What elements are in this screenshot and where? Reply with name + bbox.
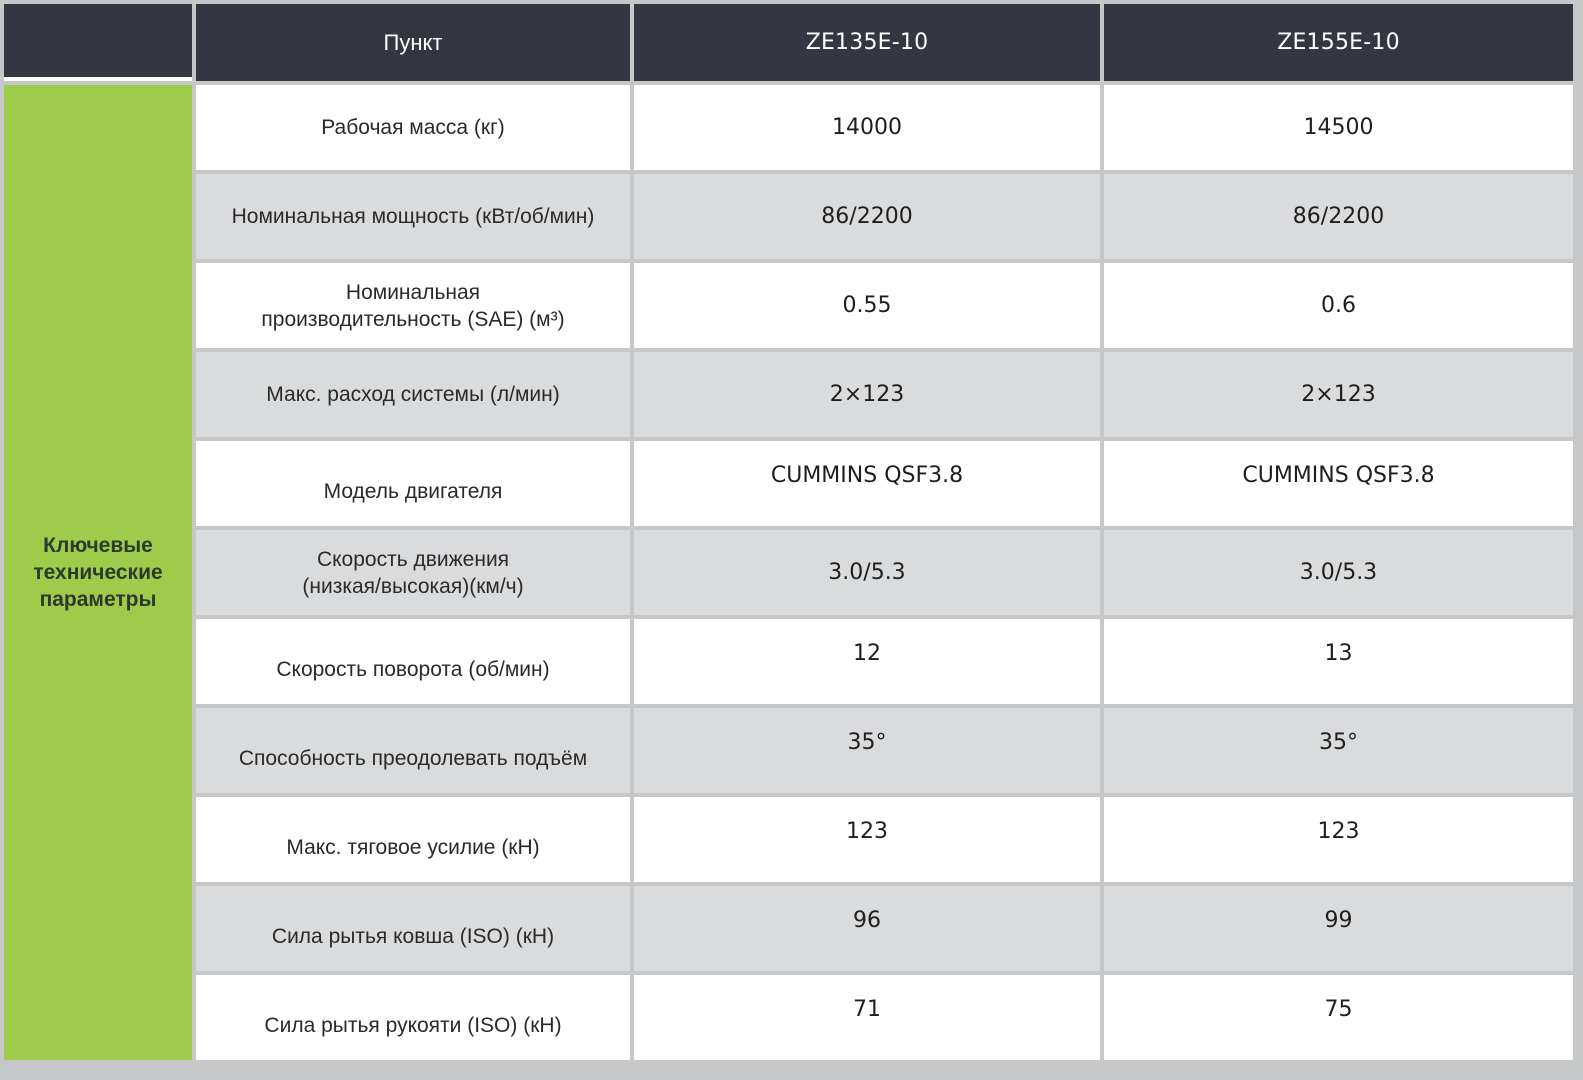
row-value-model-2: 123 xyxy=(1104,797,1573,882)
header-model-1: ZE135E-10 xyxy=(634,4,1100,81)
row-value-model-1: 12 xyxy=(634,619,1100,704)
row-param-label: Номинальная производительность (SAE) (м³… xyxy=(196,263,630,348)
row-value-model-2: 3.0/5.3 xyxy=(1104,530,1573,615)
row-param-label: Сила рытья ковша (ISO) (кН) xyxy=(196,886,630,971)
header-model-2: ZE155E-10 xyxy=(1104,4,1573,81)
table-row: Сила рытья ковша (ISO) (кН) 96 99 xyxy=(4,886,1573,971)
table-row: Модель двигателя CUMMINS QSF3.8 CUMMINS … xyxy=(4,441,1573,526)
row-value-model-1: 86/2200 xyxy=(634,174,1100,259)
table-row: Номинальная мощность (кВт/об/мин) 86/220… xyxy=(4,174,1573,259)
table-row: Макс. тяговое усилие (кН) 123 123 xyxy=(4,797,1573,882)
row-value-model-2: 2×123 xyxy=(1104,352,1573,437)
row-value-model-1: 3.0/5.3 xyxy=(634,530,1100,615)
row-value-model-1: CUMMINS QSF3.8 xyxy=(634,441,1100,526)
row-param-label: Модель двигателя xyxy=(196,441,630,526)
row-value-model-2: 14500 xyxy=(1104,85,1573,170)
parameter-group-label: Ключевые технические параметры xyxy=(4,85,192,1060)
row-value-model-1: 35° xyxy=(634,708,1100,793)
row-param-label: Сила рытья рукояти (ISO) (кН) xyxy=(196,975,630,1060)
table-row: Номинальная производительность (SAE) (м³… xyxy=(4,263,1573,348)
row-value-model-1: 14000 xyxy=(634,85,1100,170)
row-param-label: Рабочая масса (кг) xyxy=(196,85,630,170)
row-param-label: Номинальная мощность (кВт/об/мин) xyxy=(196,174,630,259)
row-value-model-1: 0.55 xyxy=(634,263,1100,348)
row-value-model-2: 35° xyxy=(1104,708,1573,793)
table-row: Сила рытья рукояти (ISO) (кН) 71 75 xyxy=(4,975,1573,1060)
header-item-label: Пункт xyxy=(196,4,630,81)
row-value-model-2: CUMMINS QSF3.8 xyxy=(1104,441,1573,526)
row-value-model-1: 123 xyxy=(634,797,1100,882)
table-row: Скорость поворота (об/мин) 12 13 xyxy=(4,619,1573,704)
table-row: Скорость движения (низкая/высокая)(км/ч)… xyxy=(4,530,1573,615)
row-value-model-1: 71 xyxy=(634,975,1100,1060)
row-param-label: Макс. тяговое усилие (кН) xyxy=(196,797,630,882)
table-header-row: Пункт ZE135E-10 ZE155E-10 xyxy=(4,4,1573,81)
row-value-model-1: 2×123 xyxy=(634,352,1100,437)
row-value-model-2: 86/2200 xyxy=(1104,174,1573,259)
table-row: Ключевые технические параметры Рабочая м… xyxy=(4,85,1573,1060)
row-param-label: Макс. расход системы (л/мин) xyxy=(196,352,630,437)
row-value-model-2: 0.6 xyxy=(1104,263,1573,348)
row-value-model-2: 13 xyxy=(1104,619,1573,704)
row-param-label: Скорость движения (низкая/высокая)(км/ч) xyxy=(196,530,630,615)
row-value-model-2: 75 xyxy=(1104,975,1573,1060)
row-param-label: Способность преодолевать подъём xyxy=(196,708,630,793)
header-corner-cell xyxy=(4,4,192,81)
table-row: Макс. расход системы (л/мин) 2×123 2×123 xyxy=(4,352,1573,437)
row-param-label: Скорость поворота (об/мин) xyxy=(196,619,630,704)
row-value-model-1: 96 xyxy=(634,886,1100,971)
table-row: Способность преодолевать подъём 35° 35° xyxy=(4,708,1573,793)
row-value-model-2: 99 xyxy=(1104,886,1573,971)
